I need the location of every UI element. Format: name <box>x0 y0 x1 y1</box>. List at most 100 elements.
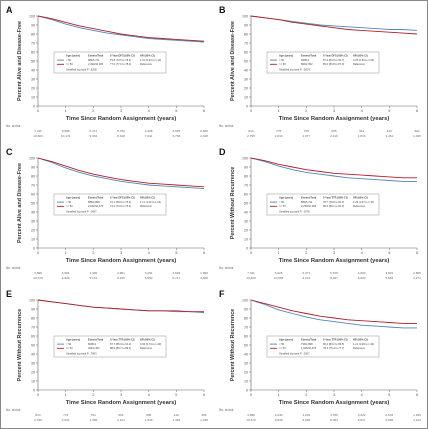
risk-table-label: No. at risk <box>219 266 234 270</box>
risk-table-label: No. at risk <box>6 408 21 412</box>
y-tick-label: 20 <box>31 228 35 232</box>
legend-box <box>266 193 380 216</box>
legend-cell: 1.01 (0.93 to 1.10) <box>140 58 161 62</box>
y-tick-label: 20 <box>244 370 248 374</box>
legend-cell: Reference <box>353 204 366 208</box>
y-tick-label: 80 <box>31 32 35 36</box>
y-tick-label: 60 <box>244 50 248 54</box>
survival-curve-50-and-over <box>37 15 205 42</box>
x-tick-label: 5 <box>388 251 390 255</box>
x-tick-label: 5 <box>388 393 390 397</box>
y-tick-label: 60 <box>31 192 35 196</box>
risk-count: 9,334 <box>89 134 97 138</box>
y-axis-title: Percent Alive and Disease-Free <box>17 163 23 243</box>
legend-cell: 80.4 (80.2 to 83.5) <box>323 342 344 346</box>
legend-cell: 87.7 (85.3 to 91.2) <box>110 342 131 346</box>
x-tick-label: 5 <box>175 393 177 397</box>
survival-curve-under-50 <box>37 15 205 43</box>
y-tick-label: 40 <box>31 210 35 214</box>
risk-count: 1,818 <box>145 418 153 422</box>
y-tick-label: 0 <box>246 246 248 250</box>
legend-header: Events/Total <box>301 338 317 342</box>
legend-cell: 85.2 (83.8 to 87.0) <box>323 62 344 66</box>
x-tick-label: 6 <box>416 393 418 397</box>
y-tick-label: 60 <box>244 192 248 196</box>
km-panel-e: E 0 10 20 30 40 50 60 70 80 90 100 0 1 2 3 4 5 6 Time Since… <box>6 289 208 422</box>
km-panel-a: A 0 10 20 30 40 50 60 70 80 90 100 0 1 2 3 4 5 6 Time Since… <box>6 5 208 138</box>
legend-cell: 984/5,711 <box>88 58 100 62</box>
y-tick-label: 60 <box>31 50 35 54</box>
risk-count: 4,308 <box>200 276 208 280</box>
risk-count: 701 <box>91 413 96 417</box>
risk-count: 2,866 <box>413 271 421 275</box>
legend-header: Events/Total <box>88 196 104 200</box>
legend-header: HR (95% CI) <box>140 338 155 342</box>
survival-curve-50-and-over <box>37 157 205 188</box>
y-tick-label: 20 <box>31 370 35 374</box>
y-tick-label: 0 <box>246 104 248 108</box>
legend-cell: 86/813 <box>88 342 96 346</box>
legend-cell: 880/5,711 <box>301 200 313 204</box>
survival-curve-50-and-over <box>250 299 417 324</box>
risk-count: 813 <box>248 129 253 133</box>
legend-footnote: Stratified log rank P: .8208 <box>66 68 97 72</box>
risk-count: 1,046 <box>413 134 421 138</box>
risk-count: 1,464 <box>172 418 180 422</box>
legend-header: Age (years) <box>66 54 80 58</box>
risk-count: 5,675 <box>330 271 338 275</box>
y-tick-label: 80 <box>31 316 35 320</box>
y-tick-label: 10 <box>244 379 248 383</box>
x-axis-title: Time Since Random Assignment (years) <box>66 258 177 264</box>
legend-cell: < 50 <box>279 342 285 346</box>
risk-count: 511 <box>359 129 364 133</box>
risk-count: 8,187 <box>330 276 338 280</box>
survival-curve-under-50 <box>250 15 418 31</box>
y-tick-label: 100 <box>29 14 35 18</box>
legend-header: HR (95% CI) <box>140 196 155 200</box>
y-tick-label: 60 <box>244 334 248 338</box>
y-axis-title: Percent Without Recurrence <box>17 309 23 381</box>
legend-header: Events/Total <box>88 338 104 342</box>
x-tick-label: 2 <box>305 251 307 255</box>
y-tick-label: 70 <box>31 183 35 187</box>
y-tick-label: 60 <box>31 334 35 338</box>
x-tick-label: 4 <box>148 109 150 113</box>
risk-count: 4,898 <box>247 413 255 417</box>
risk-count: 1,461 <box>385 134 393 138</box>
y-tick-label: 100 <box>242 156 248 160</box>
risk-count: 6,920 <box>358 276 366 280</box>
risk-count: 8,318 <box>117 134 125 138</box>
risk-count: 2,116 <box>330 134 338 138</box>
y-tick-label: 0 <box>33 388 35 392</box>
legend-header: 5-Year TTR (95% CI) <box>323 338 348 342</box>
y-tick-label: 90 <box>244 165 248 169</box>
panel-letter: A <box>6 5 13 15</box>
y-tick-label: 50 <box>31 59 35 63</box>
risk-count: 10,172 <box>61 134 71 138</box>
risk-count: 8,196 <box>117 276 125 280</box>
y-tick-label: 90 <box>31 165 35 169</box>
y-tick-label: 70 <box>244 183 248 187</box>
risk-count: 8,053 <box>330 418 338 422</box>
y-tick-label: 80 <box>244 174 248 178</box>
risk-count: 3,901 <box>385 271 393 275</box>
y-tick-label: 30 <box>244 77 248 81</box>
legend-cell: 74.2 (73.0 to 75.4) <box>110 204 131 208</box>
risk-count: 775 <box>276 129 281 133</box>
risk-count: 5,717 <box>172 276 180 280</box>
legend-footnote: Stratified log rank P: .0007 <box>279 352 310 356</box>
legend-cell: 1.23 (1.07 to 1.37) <box>353 200 374 204</box>
risk-count: 4,800 <box>358 271 366 275</box>
x-tick-label: 2 <box>305 393 307 397</box>
legend-cell: 99/813 <box>301 58 309 62</box>
risk-count: 302 <box>414 129 419 133</box>
y-axis-title: Percent Alive and Disease-Free <box>230 21 236 101</box>
y-axis-title: Percent Without Recurrence <box>230 309 236 381</box>
risk-count: 508 <box>146 413 151 417</box>
risk-count: 5,605 <box>385 418 393 422</box>
km-panel-f: F 0 10 20 30 40 50 60 70 80 90 100 0 1 2 3 4 5 6 Time Since… <box>219 289 421 422</box>
legend-cell: 75.8 (73.5 to 78.2) <box>110 58 131 62</box>
y-tick-label: 90 <box>244 307 248 311</box>
survival-curve-under-50 <box>37 157 205 190</box>
